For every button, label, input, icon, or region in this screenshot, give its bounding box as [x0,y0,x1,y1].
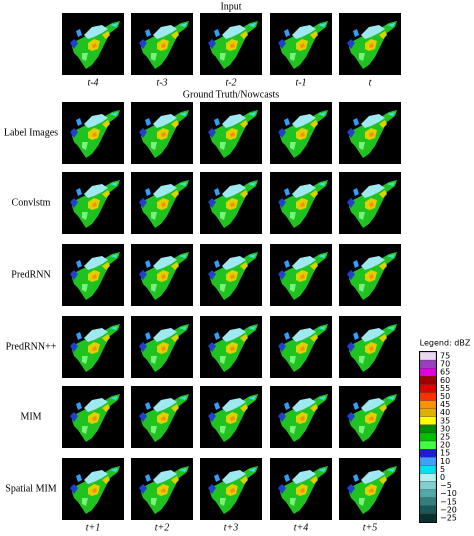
legend-swatch [419,481,437,490]
legend-label: 65 [440,368,450,377]
legend-label: 10 [440,457,450,466]
input-title: Input [220,1,241,12]
legend-swatch [419,448,437,458]
row-label: Spatial MIM [5,483,56,494]
legend-label: 70 [440,360,450,369]
radar-image [339,244,401,306]
radar-image [62,102,124,164]
legend-swatch [419,465,437,474]
legend-label: 40 [440,408,450,417]
radar-image [339,316,401,378]
radar-image [62,386,124,448]
legend-label: −15 [440,497,457,506]
radar-image [200,244,262,306]
radar-image [200,316,262,378]
output-label: t+3 [224,522,239,533]
radar-image [131,316,193,378]
radar-image [62,316,124,378]
legend-swatch [419,424,437,434]
legend-label: 15 [440,449,450,458]
legend-swatch [419,505,437,515]
radar-image [131,13,193,75]
radar-image [270,13,332,75]
legend-label: 5 [440,465,445,474]
row-label: PredRNN++ [6,341,57,352]
input-label: t-2 [225,77,236,88]
legend-swatch [419,408,437,417]
radar-image [131,386,193,448]
input-label: t-1 [295,77,306,88]
legend-label: −25 [440,513,457,522]
legend-label: 25 [440,433,450,442]
radar-image [62,458,124,520]
legend-swatch [419,384,437,393]
radar-image [270,386,332,448]
legend-swatch [419,473,437,482]
legend-swatch [419,359,437,369]
legend-swatch [419,392,437,401]
radar-image [339,458,401,520]
legend-label: −5 [440,481,452,490]
legend-swatch [419,376,437,385]
legend-swatch [419,416,437,426]
legend-swatch [419,351,437,361]
radar-image [270,102,332,164]
legend-label: 30 [440,424,450,433]
legend-label: 20 [440,441,450,450]
legend-label: −10 [440,489,457,498]
legend-swatch [419,400,437,409]
radar-image [200,458,262,520]
legend-swatch [419,368,437,377]
row-label: Convlstm [12,197,51,208]
legend-label: 50 [440,392,450,401]
radar-image [62,244,124,306]
radar-image [339,102,401,164]
legend-label: 45 [440,400,450,409]
radar-image [131,244,193,306]
legend-label: 0 [440,473,445,482]
legend-swatch [419,497,437,506]
input-label: t-3 [156,77,167,88]
radar-image [339,386,401,448]
radar-image [270,244,332,306]
radar-image [200,13,262,75]
legend-label: 60 [440,376,450,385]
input-label: t-4 [87,77,98,88]
radar-image [270,458,332,520]
radar-image [270,316,332,378]
radar-image [62,172,124,234]
legend-swatch [419,513,437,523]
legend-swatch [419,489,437,498]
radar-image [62,13,124,75]
radar-image [200,386,262,448]
radar-image [200,172,262,234]
legend-swatch [419,440,437,450]
radar-image [270,172,332,234]
radar-image [131,172,193,234]
row-label: PredRNN [11,269,50,280]
output-label: t+5 [363,522,378,533]
radar-image [131,458,193,520]
input-label: t [369,77,372,88]
output-label: t+1 [86,522,101,533]
legend-label: 35 [440,416,450,425]
legend-title: Legend: dBZ [420,339,471,348]
legend-label: −20 [440,505,457,514]
row-label: MIM [20,411,41,422]
legend-frame [419,351,437,523]
row-label: Label Images [4,127,58,138]
output-label: t+4 [294,522,309,533]
radar-image [339,172,401,234]
legend-swatch [419,432,437,442]
legend-swatch [419,457,437,466]
radar-image [200,102,262,164]
output-label: t+2 [155,522,170,533]
section-title: Ground Truth/Nowcasts [183,89,280,100]
radar-image [339,13,401,75]
legend-label: 75 [440,352,450,361]
legend-label: 55 [440,384,450,393]
radar-image [131,102,193,164]
